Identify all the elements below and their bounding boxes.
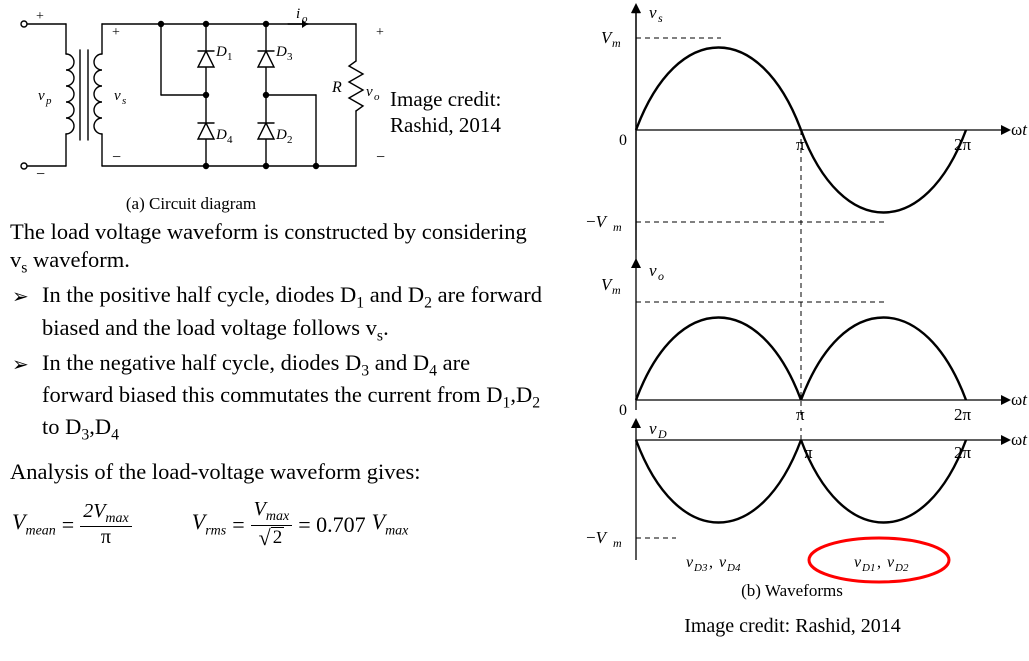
circuit-diagram: + − + bbox=[6, 6, 386, 196]
svg-text:+: + bbox=[112, 25, 120, 40]
svg-text:v: v bbox=[719, 554, 727, 571]
svg-text:D: D bbox=[215, 127, 227, 143]
svg-text:D1: D1 bbox=[861, 562, 875, 574]
svg-text:i: i bbox=[296, 6, 300, 22]
svg-text:4: 4 bbox=[227, 134, 233, 146]
svg-text:−: − bbox=[112, 149, 121, 166]
svg-text:,: , bbox=[709, 554, 713, 571]
svg-text:D: D bbox=[275, 127, 287, 143]
svg-text:v: v bbox=[114, 88, 121, 104]
svg-text:0: 0 bbox=[619, 132, 627, 149]
svg-text:m: m bbox=[612, 36, 621, 50]
svg-text:D2: D2 bbox=[894, 562, 909, 574]
svg-text:v: v bbox=[649, 3, 657, 22]
circuit-credit: Image credit: Rashid, 2014 bbox=[386, 6, 501, 139]
svg-text:o: o bbox=[374, 91, 380, 103]
svg-text:v: v bbox=[854, 554, 862, 571]
page-root: + − + bbox=[0, 0, 1029, 661]
svg-text:+: + bbox=[376, 25, 384, 40]
svg-text:v: v bbox=[887, 554, 895, 571]
intro-text: The load voltage waveform is constructed… bbox=[6, 218, 546, 278]
svg-text:ωt: ωt bbox=[1011, 120, 1028, 139]
svg-text:D: D bbox=[215, 44, 227, 60]
svg-text:2π: 2π bbox=[954, 405, 972, 424]
svg-text:ωt: ωt bbox=[1011, 390, 1028, 409]
svg-text:p: p bbox=[45, 95, 52, 107]
plot-vo: v o V m 0 π 2π ωt bbox=[601, 258, 1028, 424]
svg-text:D: D bbox=[275, 44, 287, 60]
svg-text:v: v bbox=[649, 419, 657, 438]
formula-vmean: Vmean = 2Vmax π bbox=[12, 501, 132, 549]
plot-vd: v D −V m π 2π ωt v D3 , v D4 v D1 , v D2 bbox=[586, 418, 1028, 582]
svg-text:−V: −V bbox=[586, 212, 609, 231]
svg-text:2: 2 bbox=[287, 134, 293, 146]
credit-b: Image credit: Rashid, 2014 bbox=[556, 615, 1029, 638]
svg-text:2π: 2π bbox=[954, 443, 972, 462]
svg-text:ωt: ωt bbox=[1011, 430, 1028, 449]
svg-text:π: π bbox=[804, 443, 813, 462]
svg-text:π: π bbox=[796, 405, 805, 424]
right-column: v s V m 0 −V m π 2π ωt bbox=[556, 0, 1029, 661]
svg-text:−V: −V bbox=[586, 528, 609, 547]
caption-a: (a) Circuit diagram bbox=[6, 194, 376, 214]
svg-text:m: m bbox=[612, 283, 621, 297]
svg-text:1: 1 bbox=[227, 51, 233, 63]
svg-text:m: m bbox=[613, 220, 622, 234]
svg-text:v: v bbox=[38, 88, 45, 104]
svg-text:−: − bbox=[376, 149, 385, 166]
bullet-2: ➢ In the negative half cycle, diodes D3 … bbox=[6, 349, 546, 446]
formula-vrms: Vrms = Vmax √2 = 0.707 Vmax bbox=[192, 499, 409, 550]
svg-text:v: v bbox=[649, 261, 657, 280]
svg-text:v: v bbox=[366, 84, 373, 100]
credit-line1: Image credit: bbox=[390, 87, 501, 111]
caption-b-svg: (b) Waveforms bbox=[741, 581, 843, 600]
svg-text:D: D bbox=[657, 427, 667, 441]
svg-text:3: 3 bbox=[287, 51, 293, 63]
svg-text:0: 0 bbox=[619, 402, 627, 419]
analysis-text: Analysis of the load-voltage waveform gi… bbox=[6, 459, 546, 485]
svg-text:,: , bbox=[877, 554, 881, 571]
svg-text:R: R bbox=[331, 79, 342, 96]
bullet-1-text: In the positive half cycle, diodes D1 an… bbox=[42, 281, 546, 345]
svg-text:+: + bbox=[36, 9, 44, 24]
svg-text:−: − bbox=[36, 166, 45, 183]
credit-line2: Rashid, 2014 bbox=[390, 113, 501, 137]
svg-text:D4: D4 bbox=[726, 562, 741, 574]
bullet-1: ➢ In the positive half cycle, diodes D1 … bbox=[6, 281, 546, 345]
bullet-glyph-icon: ➢ bbox=[6, 281, 42, 309]
svg-text:2π: 2π bbox=[954, 135, 972, 154]
svg-text:m: m bbox=[613, 536, 622, 550]
waveforms-svg: v s V m 0 −V m π 2π ωt bbox=[556, 0, 1029, 610]
left-column: + − + bbox=[0, 0, 556, 661]
svg-text:π: π bbox=[796, 135, 805, 154]
bullet-2-text: In the negative half cycle, diodes D3 an… bbox=[42, 349, 546, 446]
bullet-glyph-icon: ➢ bbox=[6, 349, 42, 377]
svg-text:s: s bbox=[658, 11, 663, 25]
svg-text:s: s bbox=[122, 95, 126, 107]
svg-text:o: o bbox=[658, 269, 664, 283]
plot-vs: v s V m 0 −V m π 2π ωt bbox=[586, 3, 1028, 300]
svg-text:D3: D3 bbox=[693, 562, 708, 574]
formula-row: Vmean = 2Vmax π Vrms = Vmax √2 = 0.707 V… bbox=[6, 499, 546, 550]
circuit-block: + − + bbox=[6, 6, 546, 196]
svg-text:v: v bbox=[686, 554, 694, 571]
